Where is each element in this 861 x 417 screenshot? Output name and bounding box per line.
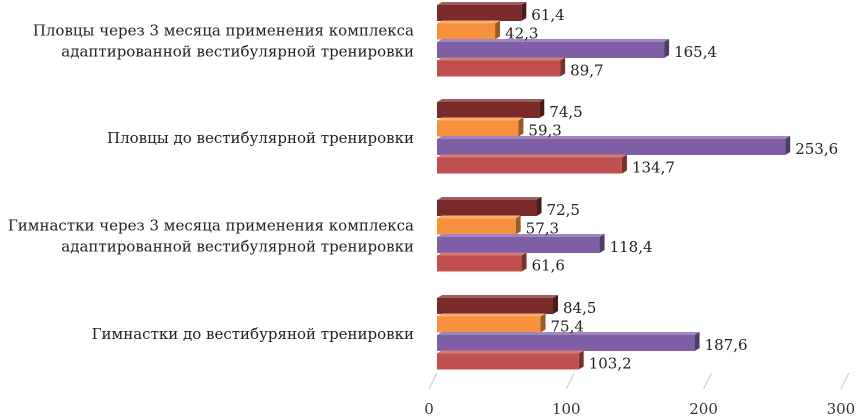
chart-floor <box>428 372 850 390</box>
value-label-4-4: 89,7 <box>570 62 603 80</box>
bar-1-series-1 <box>437 295 559 314</box>
bar-2-series-2 <box>437 215 521 235</box>
value-label-3-4: 134,7 <box>632 159 675 177</box>
bar-1-series-4 <box>437 350 584 370</box>
bar-4-series-2 <box>437 20 501 40</box>
value-label-2-1: 72,5 <box>547 201 580 219</box>
bar-3-series-4 <box>437 154 627 174</box>
bar-4-series-1 <box>437 2 527 21</box>
floor-gridline-100 <box>565 372 575 390</box>
bar-1-series-2 <box>437 313 546 333</box>
category-labels: Гимнастки до вестибуряной тренировки Гимн… <box>8 22 414 344</box>
value-label-2-2: 57,3 <box>526 220 559 238</box>
x-tick-label-200: 200 <box>689 400 718 417</box>
chart-bars <box>437 2 791 370</box>
x-tick-label-100: 100 <box>552 400 581 417</box>
x-axis-ticks: 0 100 200 300 <box>424 400 855 417</box>
value-label-3-2: 59,3 <box>528 122 561 140</box>
bar-4-series-4 <box>437 57 566 77</box>
value-label-1-1: 84,5 <box>563 299 596 317</box>
category-label-4: Пловцы через 3 месяца применения комплек… <box>33 22 414 61</box>
bar-2-series-4 <box>437 252 527 272</box>
floor-gridline-300 <box>840 372 850 390</box>
data-labels: 84,575,4 187,6 103,2 72,557,3 118,4 61,6 74,55… <box>505 6 838 373</box>
x-tick-label-300: 300 <box>827 400 856 417</box>
x-tick-label-0: 0 <box>424 400 434 417</box>
floor-gridline-0 <box>428 372 438 390</box>
value-label-3-3: 253,6 <box>795 140 838 158</box>
bar-1-series-3 <box>437 332 700 351</box>
value-label-4-3: 165,4 <box>674 43 717 61</box>
category-label-1: Гимнастки до вестибуряной тренировки <box>92 325 414 343</box>
bar-3-series-2 <box>437 117 524 137</box>
value-label-3-1: 74,5 <box>549 103 582 121</box>
category-label-3: Пловцы до вестибулярной тренировки <box>107 129 414 147</box>
value-label-1-3: 187,6 <box>705 336 748 354</box>
value-label-4-1: 61,4 <box>531 6 564 24</box>
category-label-2: Гимнастки через 3 месяца применения комп… <box>8 217 414 256</box>
value-label-1-4: 103,2 <box>589 355 632 373</box>
value-label-2-3: 118,4 <box>610 238 653 256</box>
bar-3-series-1 <box>437 99 545 118</box>
value-label-2-4: 61,6 <box>532 257 565 275</box>
floor-gridline-200 <box>703 372 713 390</box>
bar-3-series-3 <box>437 136 791 155</box>
bar-2-series-3 <box>437 234 605 253</box>
bar-2-series-1 <box>437 197 542 216</box>
value-label-4-2: 42,3 <box>505 25 538 43</box>
bar-4-series-3 <box>437 39 670 58</box>
value-label-1-2: 75,4 <box>551 318 584 336</box>
